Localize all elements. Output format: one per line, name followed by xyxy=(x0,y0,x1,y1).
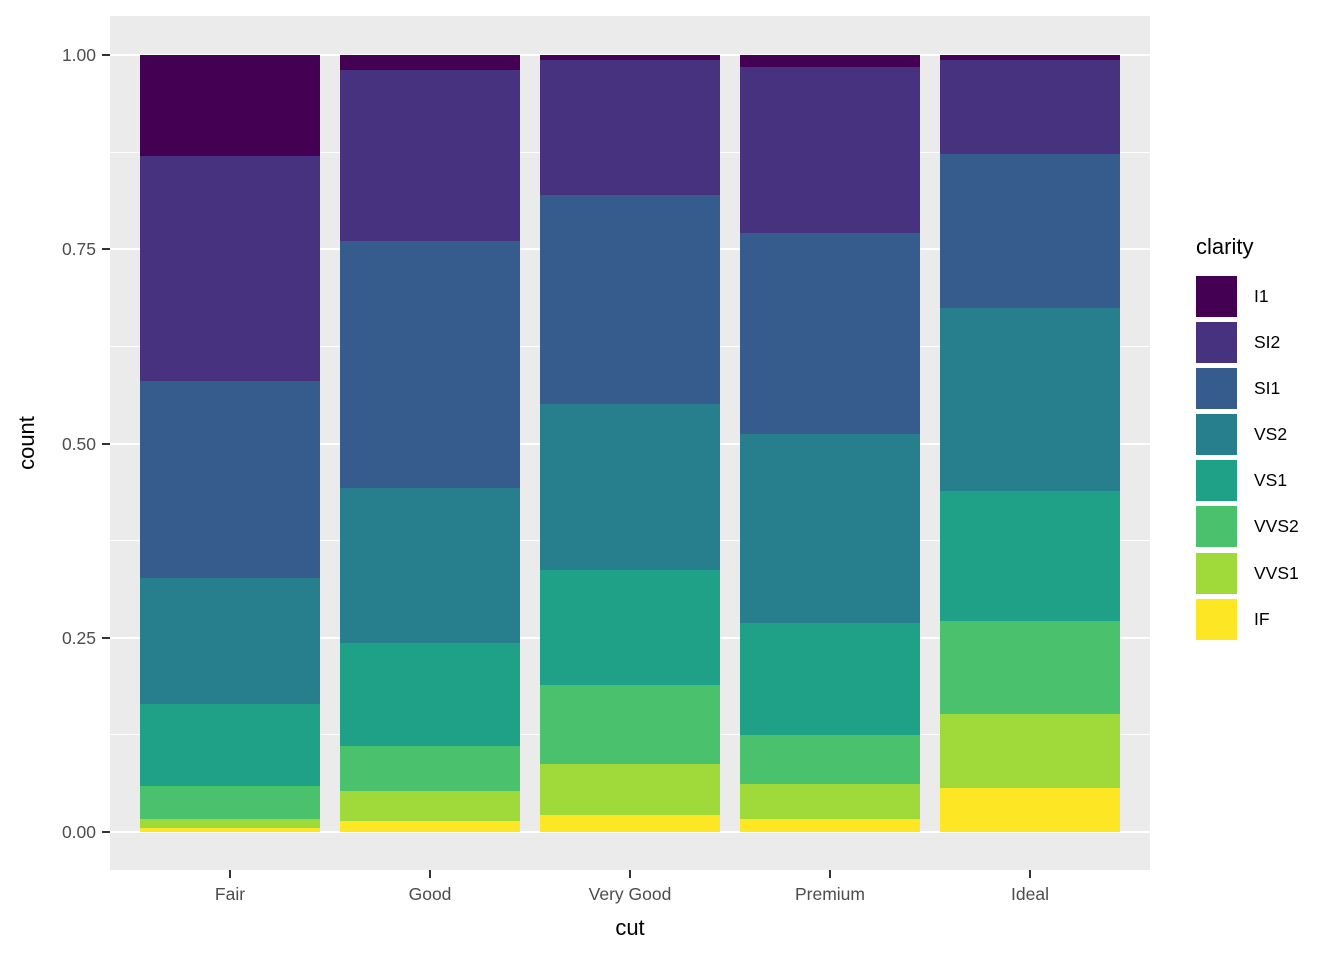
bar-ideal xyxy=(940,55,1120,832)
legend-key-swatch xyxy=(1196,552,1237,594)
bar-segment-vvs2 xyxy=(940,620,1120,715)
y-tick-label: 0.50 xyxy=(61,433,96,454)
legend: clarity I1 SI2 SI1 VS2 VS1 VVS2 VVS1 IF xyxy=(1196,234,1299,640)
legend-key-swatch xyxy=(1196,276,1237,317)
bar-segment-vvs2 xyxy=(540,684,720,764)
x-tick-label: Good xyxy=(408,884,452,904)
y-tick-label: 1.00 xyxy=(61,45,96,65)
legend-label: VS2 xyxy=(1254,424,1288,445)
legend-item-if: IF xyxy=(1196,598,1299,640)
legend-label: VS1 xyxy=(1254,470,1288,491)
legend-item-vs2: VS2 xyxy=(1196,414,1299,456)
legend-key-swatch xyxy=(1196,506,1237,548)
bar-segment-si2 xyxy=(540,60,720,196)
y-axis-title: count xyxy=(14,416,39,470)
bar-segment-vvs1 xyxy=(340,791,520,821)
y-tick-mark xyxy=(102,636,110,639)
legend-label: VVS1 xyxy=(1254,562,1299,583)
plot-panel xyxy=(110,16,1150,870)
bar-good xyxy=(340,55,520,832)
bar-segment-vs2 xyxy=(340,488,520,644)
legend-item-vvs1: VVS1 xyxy=(1196,552,1299,594)
bar-premium xyxy=(740,55,920,832)
x-tick-mark xyxy=(829,870,831,878)
bar-segment-i1 xyxy=(940,55,1120,61)
bar-segment-vs1 xyxy=(540,570,720,685)
bar-segment-vvs2 xyxy=(740,735,920,785)
bar-segment-i1 xyxy=(340,55,520,71)
bar-segment-vs2 xyxy=(740,434,920,624)
legend-item-si2: SI2 xyxy=(1196,322,1299,364)
legend-items: I1 SI2 SI1 VS2 VS1 VVS2 VVS1 IF xyxy=(1196,276,1299,640)
bar-segment-vs2 xyxy=(540,403,720,571)
bar-segment-i1 xyxy=(140,55,320,157)
legend-label: SI2 xyxy=(1254,332,1281,353)
x-tick-label: Premium xyxy=(794,884,865,904)
major-gridline xyxy=(110,831,1150,833)
x-axis-title: cut xyxy=(615,915,645,940)
legend-key-swatch xyxy=(1196,460,1237,502)
bar-segment-i1 xyxy=(540,55,720,61)
bar-segment-vs1 xyxy=(940,491,1120,621)
bar-segment-if xyxy=(340,820,520,832)
bar-segment-si2 xyxy=(140,156,320,382)
bar-segment-si1 xyxy=(540,195,720,404)
bar-segment-vs1 xyxy=(740,623,920,736)
bar-segment-si2 xyxy=(340,70,520,242)
legend-title: clarity xyxy=(1196,234,1254,259)
legend-label: VVS2 xyxy=(1254,516,1299,537)
bar-segment-if xyxy=(540,814,720,832)
bar-segment-if xyxy=(940,788,1120,832)
bar-segment-vs1 xyxy=(140,703,320,787)
legend-label: IF xyxy=(1254,608,1270,629)
bar-segment-vs1 xyxy=(340,643,520,746)
bar-segment-si2 xyxy=(940,60,1120,154)
bar-segment-si1 xyxy=(340,241,520,489)
x-tick-mark xyxy=(429,870,431,878)
legend-key-swatch xyxy=(1196,368,1237,410)
bar-segment-vvs1 xyxy=(140,819,320,828)
y-tick-mark xyxy=(102,248,110,251)
bar-segment-vvs2 xyxy=(340,745,520,792)
bar-fair xyxy=(140,55,320,832)
bar-segment-si1 xyxy=(740,232,920,435)
bar-segment-vs2 xyxy=(140,578,320,704)
y-tick-label: 0.00 xyxy=(61,822,96,842)
legend-key-swatch xyxy=(1196,322,1237,364)
y-tick-label: 0.75 xyxy=(61,239,96,260)
x-tick-label: Very Good xyxy=(588,884,672,904)
bar-very-good xyxy=(540,55,720,832)
bar-segment-vvs1 xyxy=(740,784,920,819)
x-tick-mark xyxy=(229,870,231,878)
bar-segment-si2 xyxy=(740,66,920,233)
legend-label: I1 xyxy=(1254,286,1269,306)
x-tick-label: Fair xyxy=(214,884,246,904)
legend-item-vs1: VS1 xyxy=(1196,460,1299,502)
x-tick-label: Ideal xyxy=(1011,884,1049,904)
y-tick-mark xyxy=(102,831,110,833)
bar-segment-si1 xyxy=(940,153,1120,309)
legend-item-i1: I1 xyxy=(1196,276,1299,317)
bar-segment-if xyxy=(740,818,920,832)
legend-label: SI1 xyxy=(1254,378,1281,399)
y-tick-mark xyxy=(102,442,110,445)
bar-segment-i1 xyxy=(740,55,920,67)
y-tick-mark xyxy=(102,54,110,56)
x-tick-mark xyxy=(1029,870,1031,878)
bar-segment-if xyxy=(140,827,320,832)
legend-item-si1: SI1 xyxy=(1196,368,1299,410)
bar-segment-vvs2 xyxy=(140,786,320,820)
bar-segment-si1 xyxy=(140,381,320,579)
legend-item-vvs2: VVS2 xyxy=(1196,506,1299,548)
y-tick-label: 0.25 xyxy=(61,627,96,648)
x-tick-mark xyxy=(629,870,631,878)
bar-segment-vvs1 xyxy=(540,763,720,815)
legend-key-swatch xyxy=(1196,598,1237,640)
bar-segment-vvs1 xyxy=(940,714,1120,789)
legend-key-swatch xyxy=(1196,414,1237,456)
bar-segment-vs2 xyxy=(940,308,1120,492)
